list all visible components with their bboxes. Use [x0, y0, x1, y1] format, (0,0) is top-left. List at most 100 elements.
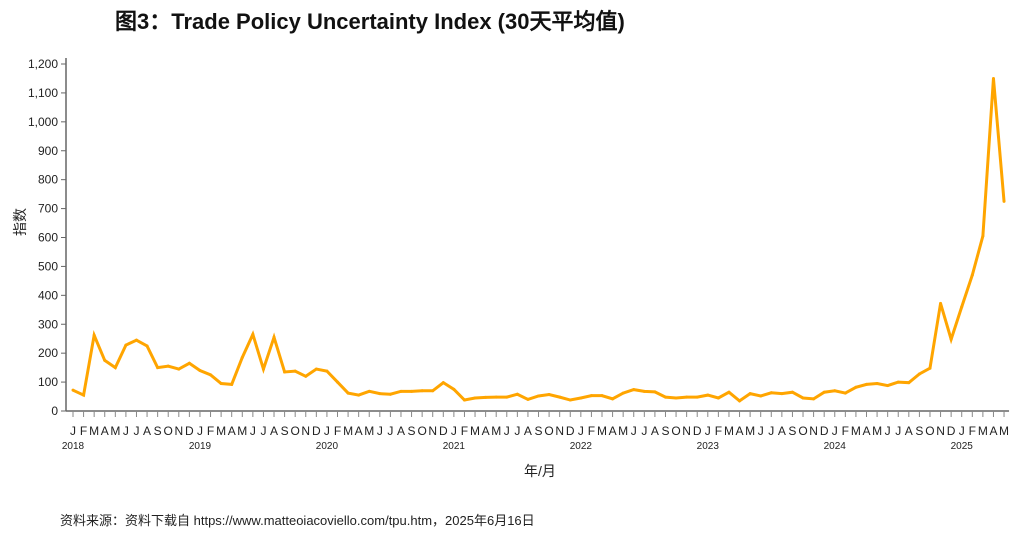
x-tick-label: M — [110, 424, 120, 438]
x-tick-label: S — [408, 424, 416, 438]
data-point — [325, 369, 329, 373]
data-point — [314, 367, 318, 371]
x-tick-label: D — [820, 424, 829, 438]
x-tick-label: F — [715, 424, 722, 438]
data-point — [113, 366, 117, 370]
data-point — [949, 337, 953, 341]
y-axis-label: 指数 — [12, 208, 28, 236]
chart-title: 图3：Trade Policy Uncertainty Index (30天平均… — [115, 9, 625, 34]
data-point — [304, 374, 308, 378]
y-tick-label: 600 — [38, 231, 58, 245]
x-tick-label: D — [439, 424, 448, 438]
data-point — [801, 396, 805, 400]
data-point — [928, 366, 932, 370]
data-point — [547, 393, 551, 397]
x-tick-label: J — [895, 424, 901, 438]
data-point — [261, 367, 265, 371]
data-point — [621, 391, 625, 395]
x-tick-label: J — [70, 424, 76, 438]
x-tick-label: F — [461, 424, 468, 438]
year-label: 2024 — [824, 441, 847, 452]
x-tick-label: J — [377, 424, 383, 438]
data-point — [843, 391, 847, 395]
year-label: 2022 — [570, 441, 593, 452]
x-tick-label: N — [936, 424, 945, 438]
data-point — [642, 389, 646, 393]
data-point — [293, 369, 297, 373]
y-tick-label: 200 — [38, 346, 58, 360]
data-point — [854, 385, 858, 389]
x-tick-label: N — [555, 424, 564, 438]
x-tick-label: M — [618, 424, 628, 438]
x-tick-label: J — [758, 424, 764, 438]
data-point — [462, 398, 466, 402]
x-tick-label: M — [216, 424, 226, 438]
data-point — [367, 389, 371, 393]
x-tick-label: S — [281, 424, 289, 438]
x-tick-label: A — [270, 424, 278, 438]
data-point — [515, 392, 519, 396]
data-point — [378, 392, 382, 396]
x-tick-label: J — [631, 424, 637, 438]
data-point — [886, 384, 890, 388]
x-tick-label: J — [387, 424, 393, 438]
year-label: 2020 — [316, 441, 339, 452]
x-tick-label: N — [809, 424, 818, 438]
x-tick-label: O — [544, 424, 553, 438]
data-point — [410, 389, 414, 393]
year-label: 2025 — [951, 441, 974, 452]
x-tick-label: M — [851, 424, 861, 438]
x-tick-label: A — [609, 424, 617, 438]
data-point — [865, 382, 868, 386]
x-tick-label: O — [417, 424, 426, 438]
x-tick-label: M — [597, 424, 607, 438]
x-tick-label: A — [397, 424, 405, 438]
x-tick-label: A — [355, 424, 363, 438]
y-tick-label: 500 — [38, 259, 58, 273]
x-tick-label: J — [768, 424, 774, 438]
data-point — [92, 333, 96, 337]
x-tick-label: F — [842, 424, 849, 438]
data-point — [727, 390, 731, 394]
data-point — [907, 381, 911, 385]
data-point — [896, 380, 900, 384]
x-tick-label: A — [905, 424, 913, 438]
x-tick-label: A — [228, 424, 236, 438]
data-point — [431, 389, 435, 393]
x-tick-label: D — [693, 424, 702, 438]
data-point — [706, 393, 710, 397]
x-tick-label: J — [260, 424, 266, 438]
x-tick-label: F — [969, 424, 976, 438]
x-tick-label: J — [705, 424, 711, 438]
x-tick-label: M — [237, 424, 247, 438]
x-tick-label: A — [778, 424, 786, 438]
x-tick-label: D — [312, 424, 321, 438]
data-point — [177, 367, 181, 371]
x-tick-label: M — [745, 424, 755, 438]
data-point — [833, 389, 837, 393]
y-tick-label: 800 — [38, 173, 58, 187]
x-tick-label: A — [143, 424, 151, 438]
data-point — [198, 369, 202, 373]
x-tick-label: M — [872, 424, 882, 438]
data-point — [336, 380, 339, 384]
data-point — [875, 382, 879, 386]
x-tick-label: O — [291, 424, 300, 438]
data-point — [917, 372, 921, 376]
x-tick-label: A — [989, 424, 997, 438]
x-tick-label: F — [80, 424, 87, 438]
data-point — [653, 390, 657, 394]
data-point — [579, 396, 583, 400]
x-tick-label: S — [661, 424, 669, 438]
data-point — [346, 391, 350, 395]
x-tick-label: F — [207, 424, 214, 438]
x-tick-label: J — [324, 424, 330, 438]
x-tick-label: A — [651, 424, 659, 438]
data-point — [187, 361, 191, 365]
data-point — [441, 381, 445, 385]
data-point — [103, 358, 107, 362]
data-point — [780, 392, 784, 396]
data-point — [939, 301, 943, 305]
x-tick-label: D — [947, 424, 956, 438]
